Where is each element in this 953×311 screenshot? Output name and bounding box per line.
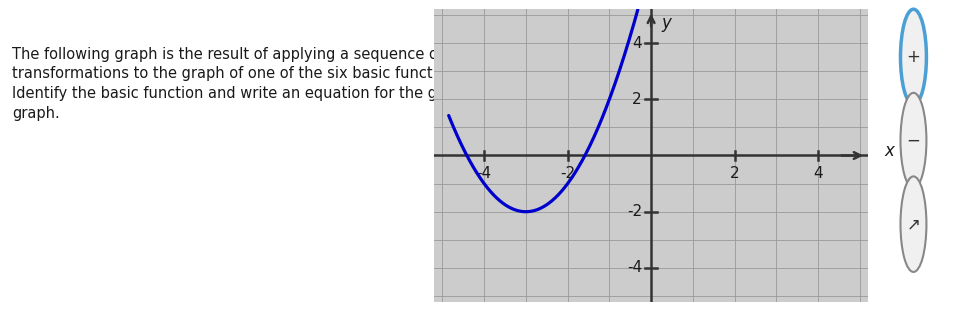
Text: 4: 4 [632, 35, 641, 51]
Text: 2: 2 [632, 92, 641, 107]
Text: -2: -2 [626, 204, 641, 219]
Text: ↗: ↗ [905, 215, 920, 233]
Circle shape [900, 93, 925, 188]
Text: The following graph is the result of applying a sequence of
transformations to t: The following graph is the result of app… [12, 47, 468, 121]
Circle shape [900, 9, 925, 105]
Text: +: + [905, 48, 920, 66]
Text: y: y [660, 14, 671, 31]
Circle shape [900, 176, 925, 272]
Text: -2: -2 [559, 166, 575, 181]
Text: -4: -4 [626, 260, 641, 276]
Text: −: − [905, 132, 920, 150]
Text: 2: 2 [729, 166, 739, 181]
Text: x: x [883, 142, 894, 160]
Text: 4: 4 [812, 166, 822, 181]
Text: -4: -4 [476, 166, 491, 181]
